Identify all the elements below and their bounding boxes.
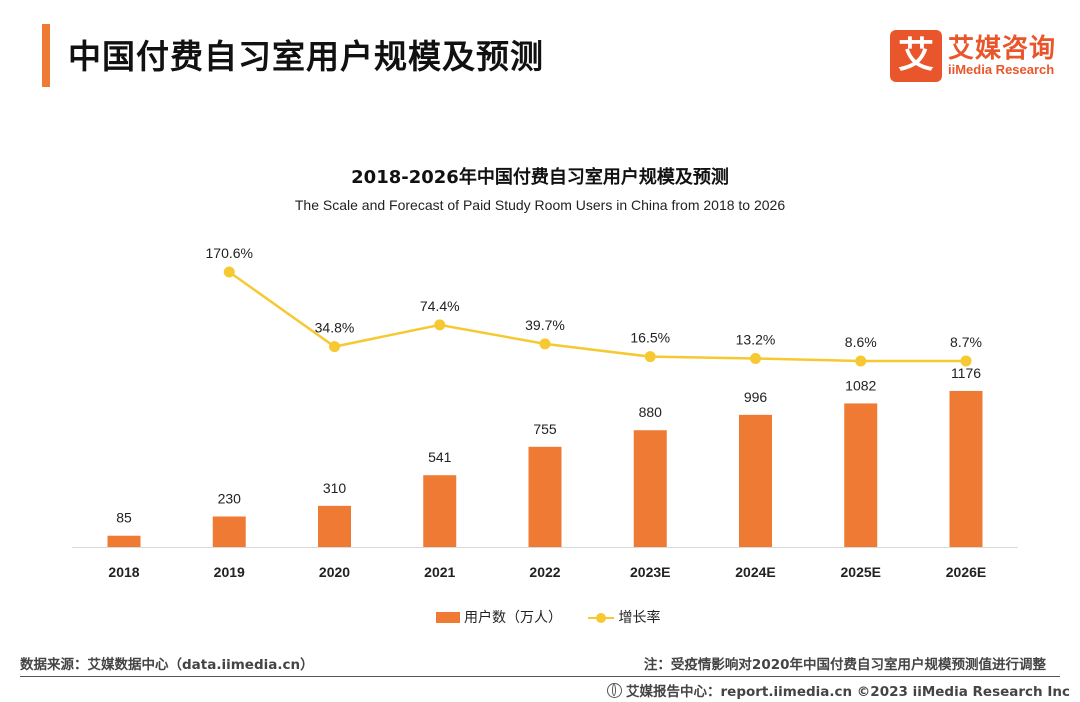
chart-subtitle: The Scale and Forecast of Paid Study Roo… <box>294 197 786 213</box>
x-tick-label: 2025E <box>841 564 881 580</box>
x-tick-label: 2024E <box>735 564 775 580</box>
x-tick-label: 2022 <box>529 564 560 580</box>
data-source: 数据来源：艾媒数据中心（data.iimedia.cn） <box>20 657 314 673</box>
growth-rate-label: 8.7% <box>950 334 982 350</box>
growth-rate-point <box>434 319 446 331</box>
bar-value-label: 310 <box>323 480 347 496</box>
growth-rate-point <box>539 338 551 350</box>
bar <box>212 516 246 547</box>
bar-value-label: 230 <box>218 490 242 506</box>
growth-rate-point <box>855 355 867 367</box>
page-title: 中国付费自习室用户规模及预测 <box>68 37 544 76</box>
growth-rate-label: 13.2% <box>736 331 776 347</box>
bar-value-label: 755 <box>533 421 557 437</box>
growth-rate-point <box>960 355 972 367</box>
bar <box>423 475 457 547</box>
growth-rate-label: 8.6% <box>845 334 877 350</box>
chart-note: 注：受疫情影响对2020年中国付费自习室用户规模预测值进行调整 <box>643 657 1046 673</box>
chart-legend: 用户数（万人） 增长率 <box>436 607 682 627</box>
growth-rate-point <box>223 266 235 278</box>
legend-item-growth: 增长率 <box>588 607 660 627</box>
x-tick-label: 2020 <box>319 564 350 580</box>
logo-name-en: iiMedia Research <box>948 62 1055 77</box>
logo-name-cn: 艾媒咨询 <box>948 34 1057 64</box>
bar-value-label: 541 <box>428 449 452 465</box>
growth-rate-label: 170.6% <box>206 245 253 261</box>
bar-value-label: 996 <box>744 389 768 405</box>
x-tick-label: 2021 <box>424 564 455 580</box>
copyright-text: 艾媒报告中心：report.iimedia.cn ©2023 iiMedia R… <box>626 684 1070 700</box>
bar-value-label: 880 <box>639 404 663 420</box>
bar <box>107 535 141 547</box>
bar <box>318 505 351 547</box>
bar-value-label: 1082 <box>845 377 876 393</box>
legend-users-label: 用户数（万人） <box>464 610 562 626</box>
footer-divider <box>20 676 1060 677</box>
globe-icon <box>607 683 622 698</box>
bar <box>633 430 667 547</box>
iimedia-logo-icon: 艾 <box>890 30 942 82</box>
x-tick-label: 2018 <box>108 564 139 580</box>
footer-copyright: 艾媒报告中心：report.iimedia.cn ©2023 iiMedia R… <box>607 680 1070 700</box>
growth-rate-point <box>644 351 656 363</box>
growth-rate-line <box>228 270 967 363</box>
title-accent-bar <box>42 24 50 87</box>
legend-line-swatch <box>588 612 615 623</box>
legend-bar-swatch <box>436 611 460 623</box>
growth-rate-point <box>329 341 340 353</box>
legend-growth-label: 增长率 <box>618 610 661 626</box>
growth-rate-point <box>750 352 761 364</box>
x-tick-label: 2019 <box>214 564 245 580</box>
growth-rate-label: 74.4% <box>420 298 460 314</box>
growth-rate-label: 16.5% <box>630 330 670 346</box>
legend-item-users: 用户数（万人） <box>436 607 562 627</box>
x-tick-label: 2026E <box>946 564 986 580</box>
bar <box>949 390 983 547</box>
bar <box>844 403 878 547</box>
bar-value-label: 1176 <box>951 365 981 381</box>
bar <box>739 414 772 547</box>
x-tick-label: 2023E <box>630 564 670 580</box>
chart-title: 2018-2026年中国付费自习室用户规模及预测 <box>351 167 729 188</box>
bar-value-label: 85 <box>116 510 132 526</box>
growth-rate-label: 34.8% <box>315 320 355 336</box>
growth-rate-label: 39.7% <box>525 317 565 333</box>
bar <box>528 446 562 547</box>
